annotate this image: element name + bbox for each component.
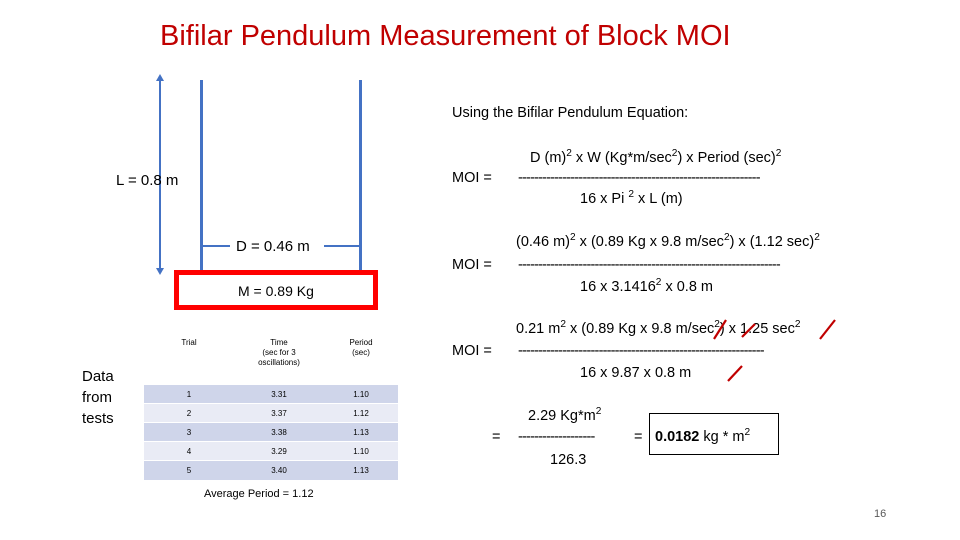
distance-label: D = 0.46 m [236,238,310,255]
equation-heading: Using the Bifilar Pendulum Equation: [452,105,689,121]
eq3-numerator: 0.21 m2 x (0.89 Kg x 9.8 m/sec2) x 1.25 … [516,319,801,337]
eq4-equals: = [492,429,501,445]
header-trial: Trial [144,334,234,385]
distance-line-right [324,245,360,247]
header-period: Period (sec) [324,334,398,385]
eq2-fraction-bar: ----------------------------------------… [518,257,781,273]
eq4-result-equals: = [634,429,643,445]
mass-label: M = 0.89 Kg [238,283,314,299]
eq1-moi-label: MOI = [452,170,492,186]
right-string [359,80,362,272]
eq3-moi-label: MOI = [452,343,492,359]
length-arrow [159,80,161,270]
eq1-denominator: 16 x Pi 2 x L (m) [580,189,683,207]
eq3-denominator: 16 x 9.87 x 0.8 m [580,365,692,381]
data-from-tests-label: Data from tests [82,368,114,427]
eq4-fraction-bar: ------------------- [518,429,595,445]
length-arrowhead-bottom [156,268,164,275]
eq2-numerator: (0.46 m)2 x (0.89 Kg x 9.8 m/sec2) x (1.… [516,232,820,250]
cancel-mark-sec-b [819,319,836,340]
cancel-mark-m-num [741,323,756,338]
eq2-moi-label: MOI = [452,257,492,273]
cancel-mark-sec-a [713,319,727,340]
trials-table: Trial Time (sec for 3 oscillations) Peri… [144,334,398,480]
moi-result: 0.0182 kg * m2 [655,427,751,445]
mass-block [174,270,378,310]
table-header-row: Trial Time (sec for 3 oscillations) Peri… [144,334,398,385]
table-row: 2 3.37 1.12 [144,403,398,423]
eq4-numerator: 2.29 Kg*m2 [528,406,602,424]
left-string [200,80,203,272]
eq4-denominator: 126.3 [550,452,587,468]
cancel-mark-m-den [727,365,743,382]
table-row: 3 3.38 1.13 [144,422,398,442]
average-period: Average Period = 1.12 [204,488,314,500]
page-number: 16 [874,508,887,520]
length-label: L = 0.8 m [116,172,179,189]
distance-line-left [202,245,230,247]
length-arrowhead-top [156,74,164,81]
eq1-fraction-bar: ----------------------------------------… [518,170,761,186]
table-row: 4 3.29 1.10 [144,441,398,461]
result-box [649,413,779,455]
eq2-denominator: 16 x 3.14162 x 0.8 m [580,277,714,295]
slide-title: Bifilar Pendulum Measurement of Block MO… [160,20,731,52]
eq3-fraction-bar: ----------------------------------------… [518,343,765,359]
header-time: Time (sec for 3 oscillations) [234,334,324,385]
table-row: 1 3.31 1.10 [144,384,398,404]
table-row: 5 3.40 1.13 [144,460,398,480]
eq1-numerator: D (m)2 x W (Kg*m/sec2) x Period (sec)2 [530,148,782,166]
